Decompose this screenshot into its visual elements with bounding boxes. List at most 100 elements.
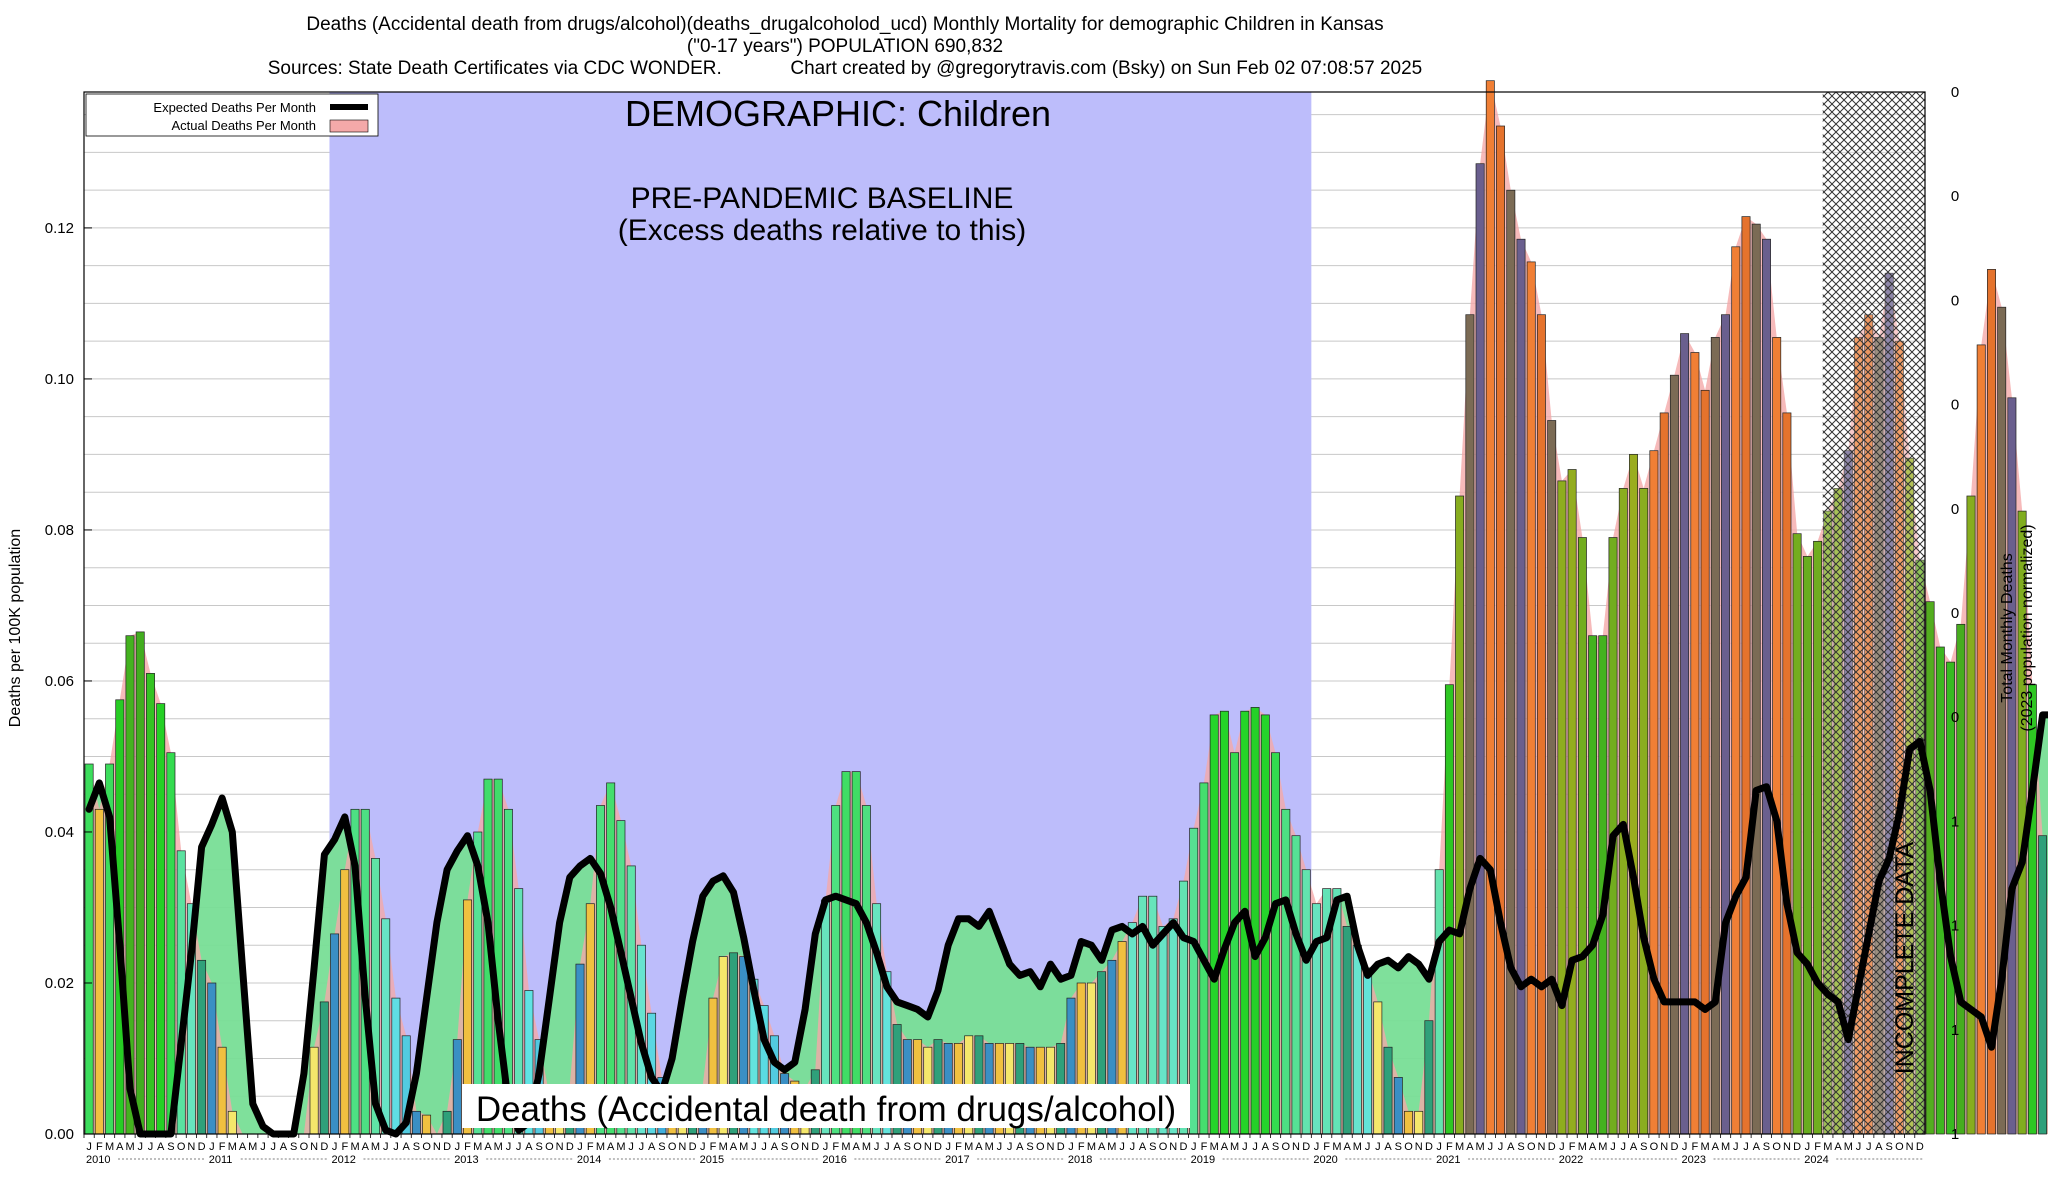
month-label: J	[1436, 1141, 1442, 1153]
month-label: M	[473, 1141, 482, 1153]
month-label: J	[823, 1141, 829, 1153]
month-label: F	[1446, 1141, 1453, 1153]
actual-bar	[1383, 1046, 1393, 1135]
month-label: M	[1701, 1141, 1710, 1153]
actual-bar	[2027, 684, 2037, 1135]
year-label: 2014	[577, 1154, 601, 1166]
incomplete-label: INCOMPLETE DATA	[1891, 841, 1919, 1074]
month-label: D	[689, 1141, 697, 1153]
actual-bar	[1976, 344, 1986, 1135]
month-label: M	[1353, 1141, 1362, 1153]
actual-bar	[1536, 314, 1546, 1135]
month-label: M	[125, 1141, 134, 1153]
actual-bar	[1649, 450, 1659, 1135]
actual-bar	[1475, 163, 1485, 1135]
actual-bar	[1669, 374, 1679, 1135]
actual-area-fill	[84, 80, 2048, 1134]
bottom-label: Deaths (Accidental death from drugs/alco…	[476, 1090, 1176, 1129]
month-label: M	[1455, 1141, 1464, 1153]
y-tick-label: 0.06	[45, 673, 74, 690]
actual-bar	[606, 782, 616, 1135]
month-label: J	[1314, 1141, 1320, 1153]
month-label: O	[668, 1141, 677, 1153]
actual-bar	[1455, 495, 1465, 1135]
month-label: J	[997, 1141, 1003, 1153]
month-label: F	[832, 1141, 839, 1153]
month-label: J	[1610, 1141, 1616, 1153]
y2-tick-label: 1	[1951, 918, 1959, 935]
month-label: D	[1548, 1141, 1556, 1153]
actual-bar	[1363, 967, 1373, 1135]
actual-bar	[1404, 1110, 1413, 1135]
month-label: D	[198, 1141, 206, 1153]
month-label: S	[413, 1141, 420, 1153]
month-label: A	[607, 1141, 615, 1153]
month-label: O	[177, 1141, 186, 1153]
month-label: O	[913, 1141, 922, 1153]
actual-bar	[493, 778, 503, 1135]
actual-bar	[381, 918, 391, 1135]
month-label: J	[1375, 1141, 1381, 1153]
actual-bar	[1230, 752, 1240, 1135]
month-label: J	[1068, 1141, 1074, 1153]
month-label: J	[1866, 1141, 1872, 1153]
y2-tick-label: 0	[1951, 397, 1959, 414]
month-label: J	[209, 1141, 215, 1153]
actual-bar	[1352, 944, 1362, 1135]
month-label: S	[1272, 1141, 1279, 1153]
month-label: A	[1753, 1141, 1761, 1153]
month-label: J	[945, 1141, 951, 1153]
expected-line	[85, 711, 2048, 1138]
actual-bar	[1751, 223, 1761, 1135]
actual-bar	[319, 1001, 329, 1135]
y-tick-label: 0.02	[45, 975, 74, 992]
month-label: M	[1230, 1141, 1239, 1153]
month-label: J	[1191, 1141, 1197, 1153]
actual-bar	[1792, 533, 1802, 1135]
y2-tick-label: 0	[1951, 84, 1959, 101]
y-axis-label: Deaths per 100K population	[7, 529, 24, 727]
month-label: M	[964, 1141, 973, 1153]
actual-bar	[1301, 869, 1311, 1135]
month-label: F	[1078, 1141, 1085, 1153]
month-label: M	[985, 1141, 994, 1153]
y2-tick-label: 1	[1951, 1022, 1959, 1039]
month-label: A	[1016, 1141, 1024, 1153]
month-label: J	[1805, 1141, 1811, 1153]
month-label: N	[678, 1141, 686, 1153]
incomplete-hatch	[1822, 92, 1925, 1134]
month-label: S	[658, 1141, 665, 1153]
month-label: J	[393, 1141, 399, 1153]
month-label: M	[371, 1141, 380, 1153]
month-label: F	[341, 1141, 348, 1153]
month-label: M	[1476, 1141, 1485, 1153]
month-label: J	[138, 1141, 144, 1153]
month-label: J	[1365, 1141, 1371, 1153]
actual-bars	[84, 80, 2048, 1135]
month-label: J	[332, 1141, 338, 1153]
month-label: M	[1823, 1141, 1832, 1153]
month-label: M	[1210, 1141, 1219, 1153]
month-label: J	[751, 1141, 757, 1153]
month-label: J	[506, 1141, 512, 1153]
month-label: A	[1875, 1141, 1883, 1153]
month-label: A	[853, 1141, 861, 1153]
month-label: J	[383, 1141, 389, 1153]
actual-bar	[1209, 714, 1219, 1135]
y2-axis-label-line2: (2023 population normalized)	[2019, 524, 2036, 731]
actual-bar	[1782, 412, 1792, 1135]
year-label: 2021	[1436, 1154, 1460, 1166]
year-label: 2022	[1559, 1154, 1583, 1166]
month-label: A	[157, 1141, 165, 1153]
month-label: J	[761, 1141, 767, 1153]
actual-bar	[1802, 556, 1812, 1135]
month-label: F	[1814, 1141, 1821, 1153]
actual-bar	[1629, 454, 1638, 1135]
month-label: M	[841, 1141, 850, 1153]
actual-bar	[1639, 488, 1649, 1135]
year-label: 2013	[454, 1154, 478, 1166]
month-label: J	[455, 1141, 461, 1153]
y-tick-label: 0.08	[45, 522, 74, 539]
month-label: A	[280, 1141, 288, 1153]
